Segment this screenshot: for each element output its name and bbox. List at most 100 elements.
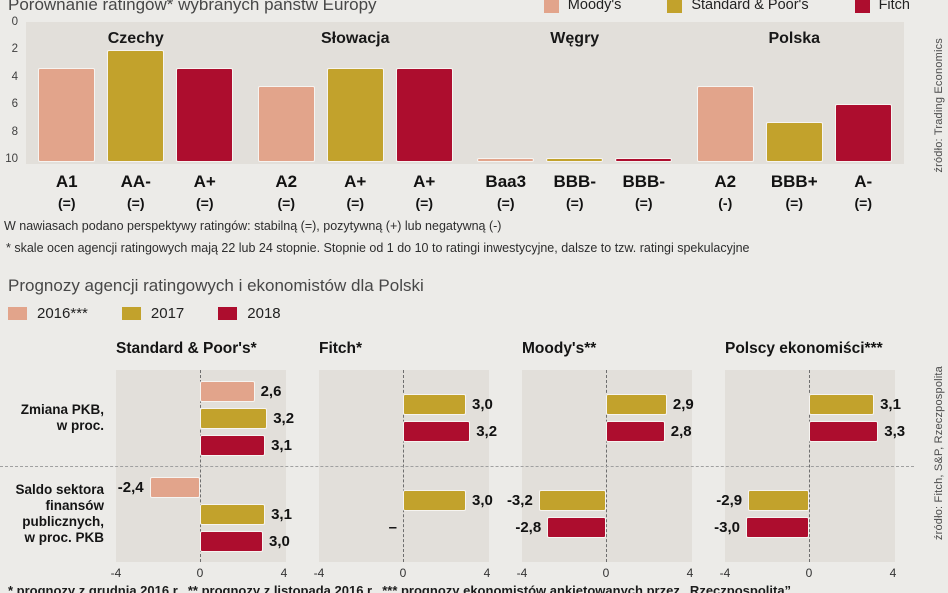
value-label: -2,8 xyxy=(515,519,542,536)
rating-bars xyxy=(685,50,905,164)
outlook-label: (=) xyxy=(854,195,873,211)
value-bar xyxy=(746,517,809,538)
rating-label: BBB- xyxy=(553,172,597,191)
value-label: 2,6 xyxy=(260,382,282,400)
value-bar xyxy=(547,517,606,538)
bar-row: 3,1 xyxy=(116,434,292,456)
value-bar xyxy=(538,490,606,511)
rating-bar xyxy=(326,68,384,162)
forecast-title: Prognozy agencji ratingowych i ekonomist… xyxy=(8,276,424,295)
rating-bar xyxy=(176,68,234,162)
panel-title-moodys: Moody's** xyxy=(522,340,597,357)
country-label: Słowacja xyxy=(321,30,390,47)
rating-label: BBB+ xyxy=(770,172,818,191)
footnote-outlooks: W nawiasach podano perspektywy ratingów:… xyxy=(4,219,502,233)
legend-label-moodys: Moody's xyxy=(567,0,622,13)
value-bar xyxy=(748,490,809,511)
bar-row: -2,4 xyxy=(116,476,286,498)
country-label: Czechy xyxy=(107,30,164,47)
rating-bar xyxy=(615,158,673,162)
country-group: Polska A2 BBB+ A- (-) (=) (=) xyxy=(685,22,905,211)
x-axis-tick: -4 xyxy=(110,566,122,580)
panel-row-pkb: 2,9 2,8 xyxy=(522,370,694,466)
value-label: 3,1 xyxy=(271,505,292,523)
bar-row: -2,9 xyxy=(716,490,895,511)
rating-labels: A1 AA- A+ xyxy=(26,172,246,192)
value-bar xyxy=(606,421,665,442)
country-label: Węgry xyxy=(550,30,600,47)
value-label: 3,0 xyxy=(472,396,493,413)
row-label-gdp: Zmiana PKB, w proc. xyxy=(6,370,104,466)
row-label-line: Saldo sektora xyxy=(15,482,104,497)
x-axis: -4 0 4 xyxy=(111,566,288,580)
top-chart-header: Porównanie ratingów* wybranych państw Eu… xyxy=(8,0,938,16)
x-axis-tick: -4 xyxy=(313,566,325,580)
value-label: 3,3 xyxy=(884,423,906,440)
panel-title-sp: Standard & Poor's* xyxy=(116,340,257,357)
legend-label-fitch: Fitch xyxy=(878,0,910,13)
value-bar xyxy=(809,421,879,442)
footnote-partial: * prognozy z grudnia 2016 r., ** prognoz… xyxy=(8,583,792,593)
value-bar xyxy=(403,394,466,415)
moodys-swatch-icon xyxy=(543,0,559,13)
legend-label-sp: Standard & Poor's xyxy=(691,0,809,13)
rating-labels: A2 A+ A+ xyxy=(246,172,466,192)
rating-label: A1 xyxy=(55,172,78,191)
top-chart-legend: Moody's Standard & Poor's Fitch xyxy=(543,0,938,13)
panel-row-pkb: 3,0 3,2 xyxy=(319,370,497,466)
value-label: 3,0 xyxy=(472,492,493,509)
forecast-chart: Standard & Poor's* Fitch* Moody's** Pols… xyxy=(0,340,948,580)
bar-row: 2,9 xyxy=(522,394,694,415)
bar-row: 3,0 xyxy=(116,530,290,552)
legend-label-2016: 2016*** xyxy=(37,305,88,322)
outlook-labels: (=) (=) (=) xyxy=(26,195,246,211)
y-axis-tick: 8 xyxy=(11,125,18,138)
value-label: -3,0 xyxy=(714,519,740,536)
x-axis-tick: 4 xyxy=(889,566,897,580)
rating-bars xyxy=(465,50,685,164)
top-chart-title: Porównanie ratingów* wybranych państw Eu… xyxy=(8,0,377,14)
x-axis-tick: 4 xyxy=(280,566,288,580)
outlook-label: (=) xyxy=(346,195,365,211)
outlook-labels: (=) (=) (=) xyxy=(465,195,685,211)
bar-row: 3,3 xyxy=(725,421,905,442)
country-label: Polska xyxy=(768,30,821,47)
rating-bar xyxy=(257,86,315,162)
panel-headers: Standard & Poor's* Fitch* Moody's** Pols… xyxy=(116,340,948,360)
y-axis-tick: 10 xyxy=(5,153,18,165)
panel-row-pkb: 3,1 3,3 xyxy=(725,370,905,466)
value-label: -2,9 xyxy=(716,492,743,509)
bar-row: 3,2 xyxy=(116,407,294,429)
value-bar xyxy=(200,503,266,525)
x-axis-tick: -4 xyxy=(516,566,528,580)
year-2016-swatch-icon xyxy=(8,307,27,320)
legend-item-moodys: Moody's xyxy=(543,0,622,13)
chart-panel-background xyxy=(26,22,904,164)
bar-row: 2,6 xyxy=(116,380,286,402)
legend-label-2018: 2018 xyxy=(247,305,281,322)
panel-row-saldo: -2,9 -3,0 xyxy=(714,466,895,562)
x-axis-tick: -4 xyxy=(719,566,731,580)
outlook-labels: (=) (=) (=) xyxy=(246,195,466,211)
y-axis-tick: 4 xyxy=(11,70,18,83)
panel-row-saldo: -2,4 3,1 3,0 xyxy=(116,466,292,562)
x-axis-tick: 0 xyxy=(196,566,204,580)
row-label-line: Zmiana PKB, xyxy=(20,402,104,417)
legend-label-2017: 2017 xyxy=(150,305,185,322)
rating-label: BBB- xyxy=(622,172,666,191)
rating-label: Baa3 xyxy=(485,172,527,191)
value-bar xyxy=(149,476,200,498)
rating-label: A+ xyxy=(413,172,436,191)
bar-row: -3,0 xyxy=(714,517,895,538)
year-2018-swatch-icon xyxy=(218,307,238,320)
rating-bar xyxy=(546,158,604,162)
panel-title-economists: Polscy ekonomiści*** xyxy=(725,340,883,357)
value-bar xyxy=(403,490,466,511)
country-group: Słowacja A2 A+ A+ (=) (=) (=) xyxy=(246,22,466,211)
value-label: 3,0 xyxy=(269,532,290,550)
panel-row-saldo: 3,0 – xyxy=(319,466,493,562)
value-label: 3,2 xyxy=(273,409,295,427)
row-label-line: finansów xyxy=(45,498,104,513)
rating-bar xyxy=(38,68,96,162)
rating-bar xyxy=(107,50,165,162)
